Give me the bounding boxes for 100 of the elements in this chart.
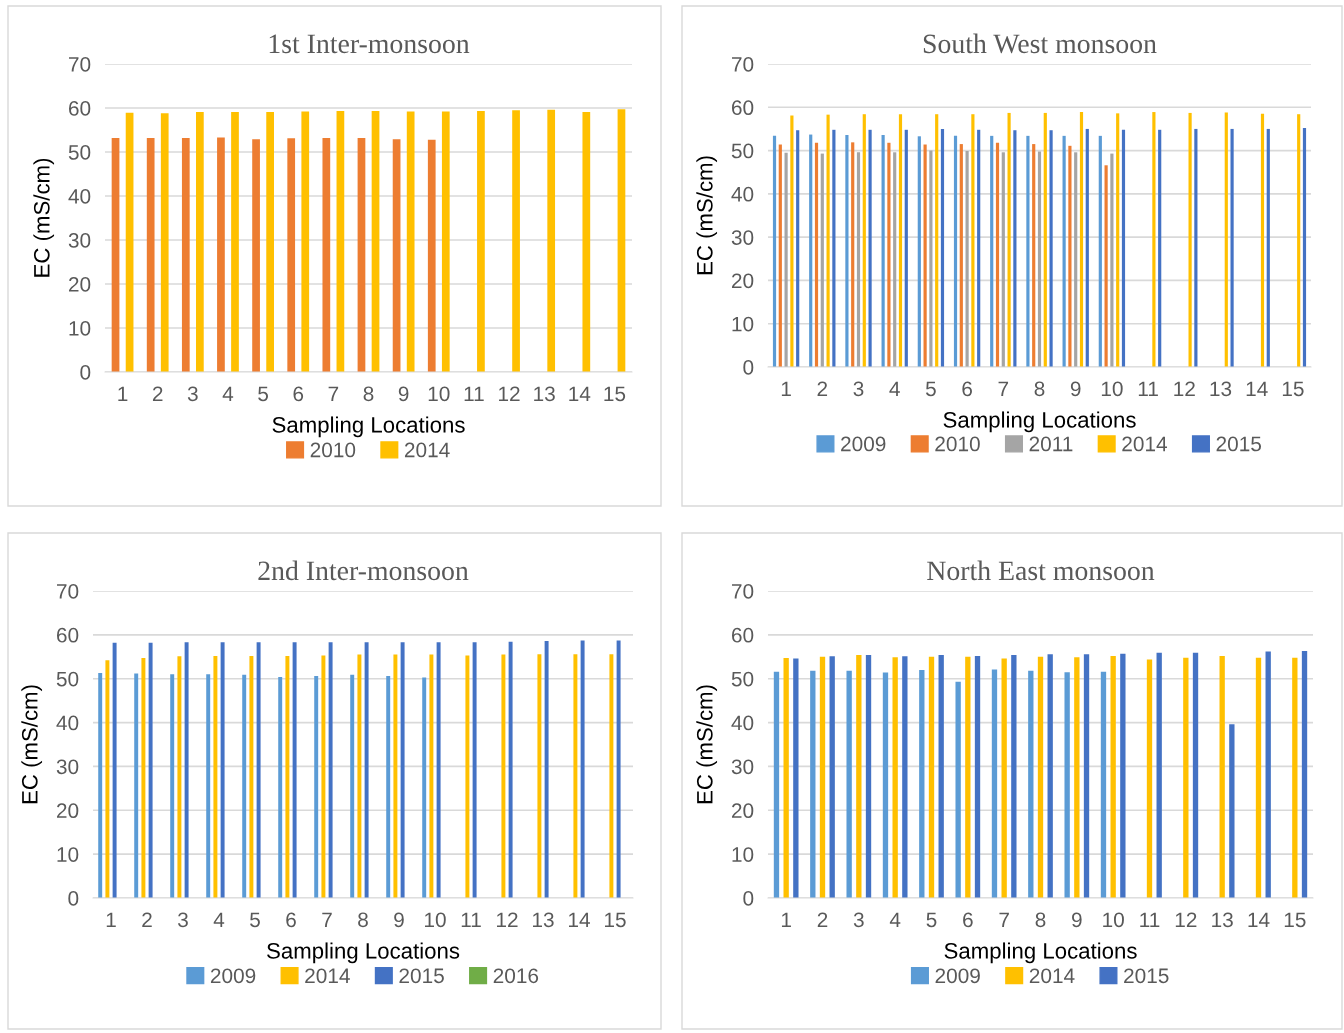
y-tick-label: 50: [731, 671, 754, 687]
x-tick-label: 11: [1138, 381, 1158, 396]
legend-label: 2015: [1124, 968, 1169, 984]
bar: [955, 681, 961, 898]
bar: [977, 129, 981, 367]
x-tick-label: 2: [152, 386, 163, 401]
y-tick-label: 30: [731, 759, 754, 775]
bar: [1183, 657, 1189, 898]
bar: [1007, 112, 1011, 367]
bar: [772, 135, 777, 367]
x-tick-label: 10: [1103, 912, 1124, 928]
bar: [917, 136, 921, 367]
bar: [959, 144, 963, 367]
x-tick-label: 12: [497, 912, 518, 927]
bar: [940, 128, 945, 367]
y-tick-label: 70: [732, 57, 754, 72]
bar: [820, 153, 824, 367]
y-tick-label: 40: [731, 715, 754, 731]
x-tick-label: 14: [569, 912, 590, 927]
bar: [1043, 112, 1047, 367]
bar: [1188, 112, 1192, 367]
bar: [242, 674, 247, 898]
x-tick-label: 2: [817, 381, 828, 396]
bar: [287, 138, 296, 372]
bar: [266, 111, 274, 372]
x-tick-label: 5: [258, 386, 269, 402]
x-tick-label: 9: [398, 386, 409, 402]
bar: [249, 655, 254, 898]
bar: [220, 642, 225, 898]
bar: [773, 671, 780, 898]
bar: [477, 111, 485, 372]
bar: [1074, 657, 1080, 898]
bar: [991, 669, 998, 898]
y-tick-label: 10: [732, 847, 754, 862]
bar: [1083, 654, 1090, 898]
y-tick-label: 20: [731, 803, 754, 819]
x-tick-label: 1: [781, 381, 791, 396]
y-tick-label: 70: [732, 584, 754, 599]
bar: [810, 670, 816, 898]
x-tick-label: 6: [286, 912, 296, 928]
bar: [314, 676, 319, 898]
bar: [1229, 724, 1235, 898]
bar: [887, 142, 891, 367]
x-tick-label: 8: [1035, 912, 1046, 928]
bar: [1032, 144, 1036, 367]
bar: [1100, 671, 1107, 898]
y-tick-label: 50: [731, 143, 754, 159]
bar: [1297, 114, 1301, 367]
legend-label: 2015: [1216, 436, 1262, 452]
bar: [1001, 658, 1007, 898]
bar: [393, 654, 398, 898]
bar: [1062, 135, 1066, 367]
bar: [1194, 128, 1198, 367]
bar: [609, 654, 614, 898]
legend-label: 2010: [310, 442, 356, 458]
bar: [868, 129, 872, 367]
bar: [422, 677, 427, 898]
bar: [321, 655, 326, 898]
bar: [1110, 655, 1116, 898]
y-tick-label: 0: [743, 891, 754, 906]
x-axis-title: Sampling Locations: [944, 942, 1137, 964]
y-tick-label: 0: [68, 891, 79, 906]
bar: [501, 654, 506, 898]
bar: [544, 641, 549, 898]
bar: [105, 660, 110, 898]
bar: [285, 655, 290, 898]
x-tick-label: 3: [853, 912, 864, 928]
x-tick-label: 13: [534, 386, 555, 402]
bar: [134, 673, 139, 898]
bar: [206, 674, 211, 898]
bar: [1047, 654, 1053, 898]
x-tick-label: 7: [998, 381, 1009, 396]
x-tick-label: 7: [999, 912, 1009, 927]
bar: [990, 135, 994, 367]
x-tick-label: 4: [213, 912, 225, 927]
x-tick-label: 15: [604, 386, 626, 402]
bar: [217, 137, 225, 372]
bar: [441, 111, 450, 372]
bar: [953, 135, 958, 367]
y-axis-title: EC (mS/cm): [21, 685, 43, 804]
bar: [427, 139, 436, 372]
y-tick-label: 40: [731, 186, 754, 202]
bar: [1098, 135, 1102, 367]
bar: [196, 111, 204, 372]
bar: [537, 654, 542, 898]
x-tick-label: 11: [464, 386, 484, 401]
x-tick-label: 3: [187, 386, 198, 402]
x-tick-label: 3: [178, 912, 188, 928]
bar: [865, 655, 872, 898]
y-tick-label: 40: [56, 715, 79, 731]
bar: [1110, 153, 1114, 367]
bar: [436, 642, 441, 898]
legend-label: 2014: [1029, 968, 1075, 984]
bar: [832, 129, 836, 367]
x-tick-label: 5: [926, 912, 937, 928]
bar: [1120, 653, 1126, 898]
x-tick-label: 15: [605, 912, 626, 928]
bar: [1074, 152, 1078, 367]
bar: [1302, 128, 1307, 367]
bar: [400, 642, 405, 898]
